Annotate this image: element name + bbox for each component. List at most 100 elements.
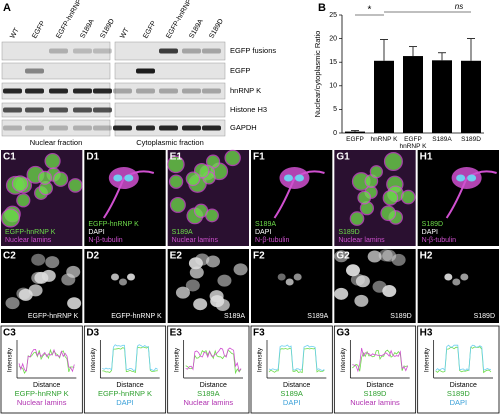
row-label: Histone H3 [230, 105, 267, 114]
intensity-profile [435, 344, 492, 372]
blot-band [73, 48, 92, 54]
legend-entry: DAPI [450, 398, 468, 407]
blot-band [113, 125, 132, 131]
lane-label: S189A [79, 18, 96, 40]
intensity-profile [102, 344, 158, 372]
legend-entry: Nuclear lamins [350, 398, 400, 407]
nucleus [460, 273, 469, 281]
panel-label: F1 [253, 152, 265, 163]
panel-label: C3 [3, 328, 16, 339]
cell [167, 155, 185, 174]
blot-band [159, 88, 178, 94]
legend-entry: S189A [197, 389, 220, 398]
nucleus [285, 278, 294, 286]
nucleus [66, 265, 81, 278]
panel-label: C1 [3, 152, 16, 163]
stain-label: EGFP-hnRNP K [111, 313, 162, 320]
micrograph [1, 249, 83, 323]
cell [380, 205, 397, 222]
row-label: EGFP [230, 66, 250, 75]
blot [1, 62, 111, 80]
panel-label: H3 [420, 328, 433, 339]
nucleus [355, 275, 370, 288]
nucleus [127, 273, 135, 281]
stain-label: DAPI [255, 229, 271, 236]
panel-label: G2 [336, 251, 350, 262]
nucleus [444, 273, 453, 281]
intensity-profile [18, 348, 75, 374]
annotation: * [368, 5, 372, 16]
panel-label: G3 [336, 328, 350, 339]
blot-band [49, 48, 68, 54]
bar [345, 131, 365, 133]
bar [461, 60, 481, 134]
cell [0, 208, 20, 228]
panel-label: H1 [420, 152, 433, 163]
stain-label: N-β-tubulin [422, 237, 456, 244]
stain-label: S189A [255, 221, 276, 228]
row-label: GAPDH [230, 123, 257, 132]
nucleus [189, 266, 204, 279]
lane-label: EGFP [142, 20, 158, 40]
x-axis-label: Distance [33, 382, 60, 389]
x-tick-label: EGFP [346, 136, 364, 143]
panel-label: C2 [3, 251, 16, 262]
nucleus [209, 290, 224, 303]
lane-label: S189D [99, 18, 116, 40]
blot-band [182, 48, 201, 54]
intensity-profile [185, 349, 242, 375]
nucleus [5, 297, 20, 310]
y-tick-label: 0 [333, 130, 337, 137]
stain-label: S189D [474, 313, 495, 320]
blot-band [113, 88, 132, 94]
lane-label: WT [119, 26, 131, 40]
cell [37, 170, 52, 185]
cell [11, 175, 29, 192]
panel-label: G1 [336, 152, 350, 163]
blot-band [3, 88, 22, 94]
x-axis-label: Distance [366, 382, 393, 389]
panel-label: H2 [420, 251, 433, 262]
x-axis-label: Distance [200, 382, 227, 389]
stain-label: S189D [390, 313, 411, 320]
stain-label: DAPI [88, 229, 104, 236]
stain-label: S189D [338, 229, 359, 236]
row-label: EGFP fusions [230, 46, 276, 55]
legend-entry: EGFP-hnRNP K [15, 389, 69, 398]
nucleus [124, 174, 134, 182]
blot-band [73, 88, 92, 94]
nucleus [354, 294, 369, 307]
stain-label: DAPI [422, 229, 438, 236]
intensity-profile [185, 347, 242, 373]
panel-label: B [318, 2, 326, 14]
blot-band [49, 125, 68, 131]
intensity-profile [268, 344, 325, 372]
cell [369, 165, 383, 179]
y-axis-label: Intensity [423, 347, 430, 372]
x-axis-label: Distance [116, 382, 143, 389]
legend-entry: EGFP-hnRNP K [98, 389, 152, 398]
nucleus [188, 257, 203, 270]
nucleus [193, 298, 208, 311]
blot-band [25, 107, 44, 113]
nucleus [283, 174, 293, 182]
y-axis-label: Nuclear/cytoplasmic Ratio [313, 31, 322, 118]
nucleus [334, 287, 349, 300]
blot [114, 102, 226, 118]
y-tick-label: 5 [333, 106, 337, 113]
legend-entry: Nuclear lamins [184, 398, 234, 407]
row-label: hnRNP K [230, 86, 261, 95]
stain-label: N-β-tubulin [88, 237, 122, 244]
stain-label: S189D [422, 221, 443, 228]
blot-band [202, 48, 221, 54]
stain-label: N-β-tubulin [255, 237, 289, 244]
panel-label: E1 [170, 152, 183, 163]
blot-band [25, 125, 44, 131]
cell [205, 208, 219, 223]
nucleus [217, 274, 232, 287]
nucleus [175, 286, 190, 299]
nucleus [31, 271, 46, 284]
blot-band [93, 125, 112, 131]
stain-label: EGFP-hnRNP K [5, 229, 56, 236]
panel-label: F2 [253, 251, 265, 262]
